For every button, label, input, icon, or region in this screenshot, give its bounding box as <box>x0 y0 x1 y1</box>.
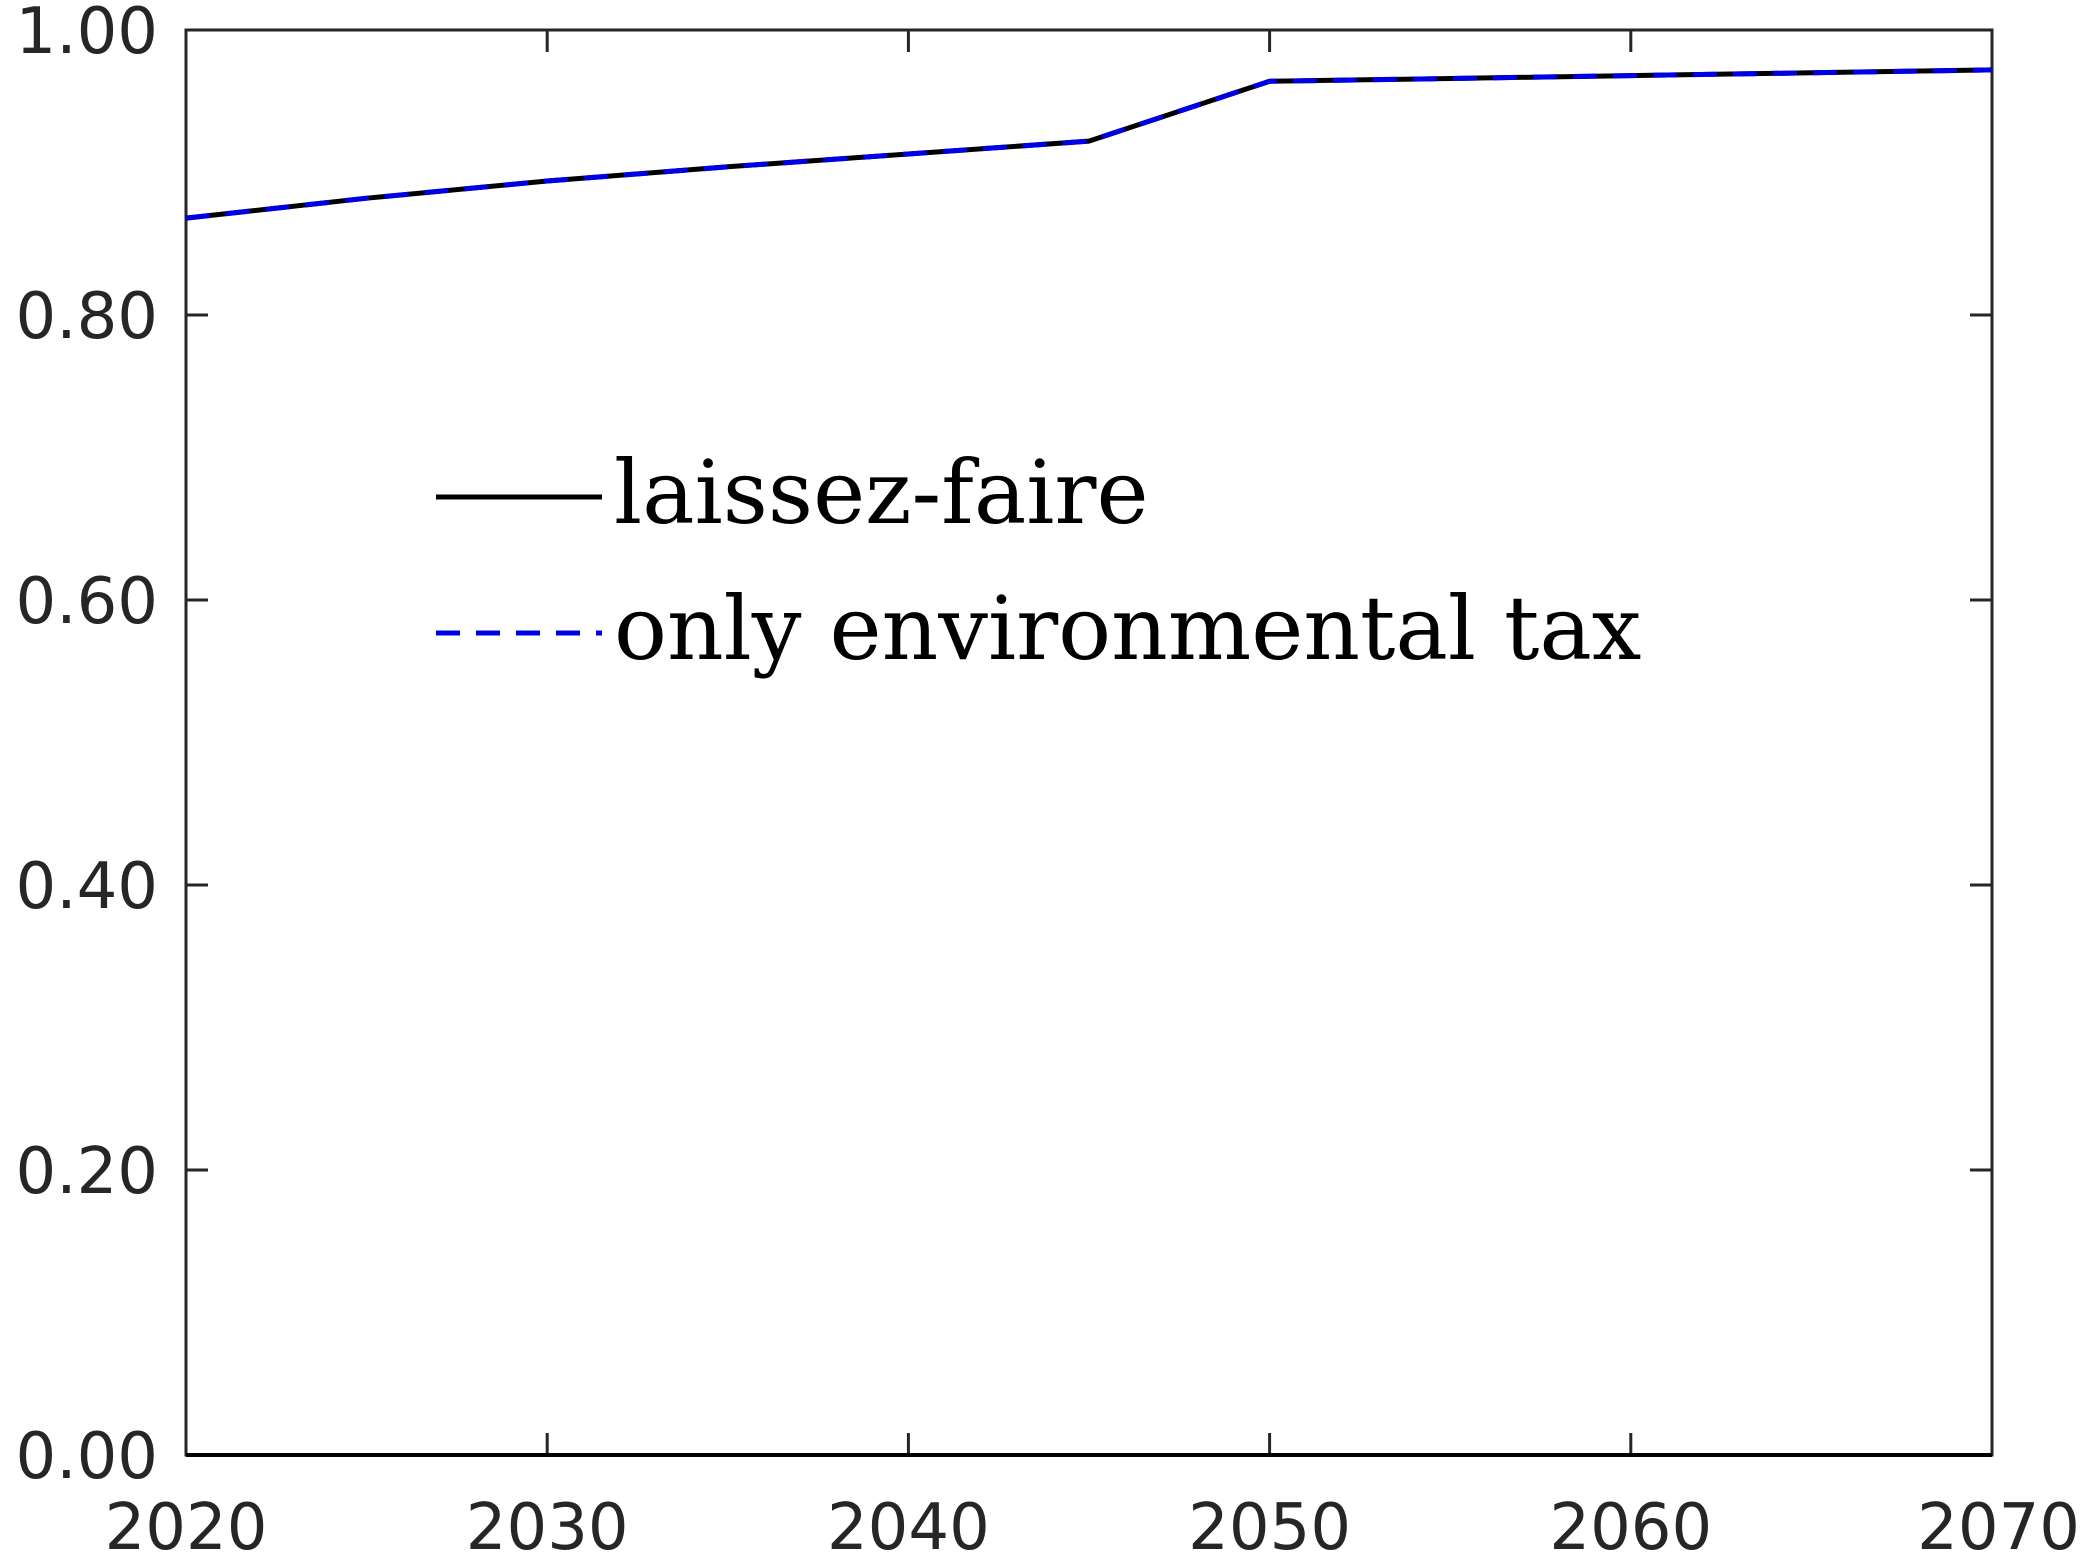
axis-tick-labels: 2020 2030 2040 2050 2060 2070 0.00 0.20 0.40 0.60… <box>16 0 2081 1554</box>
x-tick-label: 2020 <box>105 1491 268 1554</box>
series-line-only-environmental-tax <box>185 67 1993 221</box>
x-tick-label: 2040 <box>827 1491 990 1554</box>
legend-label-only-environmental-tax: only environmental tax <box>614 577 1641 680</box>
y-tick-label: 0.40 <box>16 850 159 924</box>
legend-label-laissez-faire: laissez-faire <box>614 441 1149 544</box>
legend: laissez-faire only environmental tax <box>436 441 1641 680</box>
series-lines <box>185 67 1993 221</box>
x-tick-label: 2030 <box>466 1491 629 1554</box>
x-tick-label: 2050 <box>1188 1491 1351 1554</box>
y-tick-label: 0.60 <box>16 565 159 639</box>
y-tick-label: 0.80 <box>16 280 159 354</box>
plot-area <box>184 28 1994 1457</box>
x-tick-label: 2070 <box>1917 1491 2080 1554</box>
y-tick-label: 0.00 <box>16 1420 159 1494</box>
x-tick-label: 2060 <box>1549 1491 1712 1554</box>
y-tick-label: 1.00 <box>16 0 159 69</box>
y-tick-label: 0.20 <box>16 1135 159 1209</box>
